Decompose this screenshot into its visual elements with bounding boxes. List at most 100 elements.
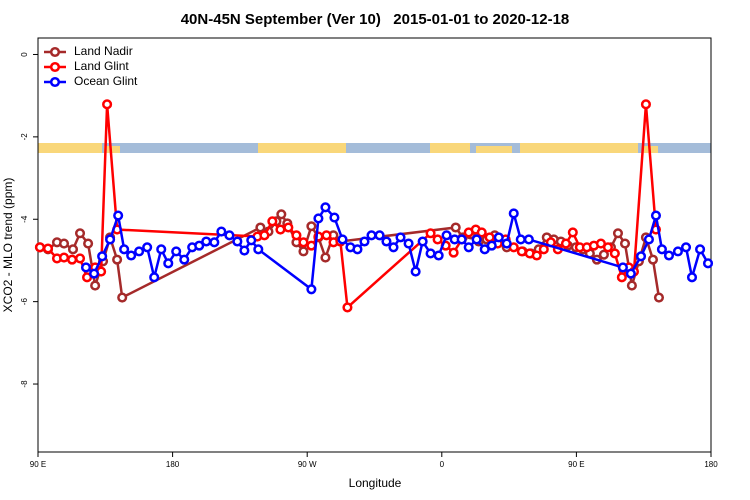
data-point — [516, 246, 527, 257]
y-tick-label: -8 — [20, 380, 29, 388]
legend-label: Ocean Glint — [74, 74, 138, 88]
data-point — [83, 238, 94, 249]
y-axis-label: XCO2 - MLO trend (ppm) — [1, 178, 15, 313]
data-point — [433, 250, 444, 261]
data-point — [359, 236, 370, 247]
data-point — [617, 262, 628, 273]
data-point — [619, 238, 631, 249]
data-point — [313, 213, 324, 224]
data-point — [567, 227, 578, 238]
legend-marker — [49, 76, 61, 88]
data-point — [395, 232, 406, 243]
data-point — [58, 238, 70, 249]
data-point — [609, 248, 620, 259]
data-point — [255, 222, 266, 233]
legend-marker — [49, 46, 61, 58]
data-point — [90, 280, 101, 291]
data-point — [403, 238, 414, 249]
data-point — [493, 232, 504, 243]
data-point — [74, 253, 86, 264]
data-point — [484, 232, 495, 243]
data-point — [686, 272, 698, 283]
data-point — [163, 258, 174, 269]
data-point — [653, 292, 665, 303]
data-point — [134, 246, 145, 257]
data-point — [80, 262, 92, 273]
data-point — [126, 250, 137, 261]
data-point — [640, 99, 651, 110]
data-point — [672, 246, 683, 257]
x-tick-label: 90 E — [568, 460, 584, 469]
data-point — [224, 230, 235, 241]
legend-label: Land Nadir — [74, 44, 133, 58]
data-point — [239, 245, 250, 256]
chart-title: 40N-45N September (Ver 10) 2015-01-01 to… — [181, 11, 570, 28]
data-point — [647, 254, 659, 265]
map-strip — [38, 143, 711, 153]
data-point — [450, 222, 461, 233]
data-point — [216, 226, 227, 237]
series-line — [39, 104, 658, 310]
data-point — [448, 247, 459, 258]
data-point — [616, 272, 627, 283]
data-point — [635, 251, 647, 262]
data-point — [298, 246, 309, 257]
data-point — [102, 99, 113, 110]
data-point — [538, 244, 549, 255]
data-point — [702, 258, 714, 269]
data-point — [74, 228, 86, 239]
data-point — [97, 251, 108, 262]
data-point — [388, 242, 399, 253]
data-point — [275, 224, 286, 235]
y-tick-label: 0 — [20, 52, 29, 57]
data-point — [471, 234, 482, 245]
data-point — [283, 222, 294, 233]
data-point — [179, 254, 190, 265]
data-point — [337, 234, 348, 245]
data-point — [523, 234, 534, 245]
data-point — [171, 246, 182, 257]
data-point — [246, 235, 257, 246]
data-point — [381, 236, 392, 247]
data-point — [410, 266, 421, 277]
data-point — [34, 242, 45, 253]
y-tick-label: -2 — [20, 133, 29, 141]
data-point — [209, 237, 220, 248]
data-point — [117, 292, 128, 303]
data-point — [663, 250, 675, 261]
land-band — [258, 143, 346, 153]
data-point — [306, 240, 317, 251]
land-band — [476, 146, 512, 153]
x-tick-label: 90 E — [30, 460, 46, 469]
data-point — [626, 280, 637, 291]
data-point — [352, 244, 363, 255]
data-point — [612, 228, 624, 239]
data-point — [291, 230, 302, 241]
y-tick-label: -4 — [20, 215, 29, 223]
data-point — [463, 242, 474, 253]
data-point — [680, 242, 692, 253]
x-tick-label: 0 — [440, 460, 445, 469]
x-tick-label: 90 W — [298, 460, 317, 469]
data-point — [501, 238, 512, 249]
data-point — [67, 254, 78, 265]
data-point — [320, 252, 331, 263]
data-point — [194, 240, 205, 251]
data-point — [298, 237, 309, 248]
data-point — [643, 234, 654, 245]
data-point — [531, 250, 542, 261]
data-point — [267, 216, 278, 227]
legend-marker — [49, 61, 61, 73]
data-point — [156, 244, 167, 255]
data-point — [119, 244, 130, 255]
data-point — [259, 230, 270, 241]
data-point — [113, 210, 124, 221]
data-point — [320, 202, 331, 213]
data-point — [149, 272, 160, 283]
legend-label: Land Glint — [74, 59, 129, 73]
land-band — [38, 143, 102, 153]
data-point — [560, 238, 571, 249]
data-point — [656, 244, 667, 255]
data-point — [425, 248, 436, 259]
data-point — [417, 236, 428, 247]
